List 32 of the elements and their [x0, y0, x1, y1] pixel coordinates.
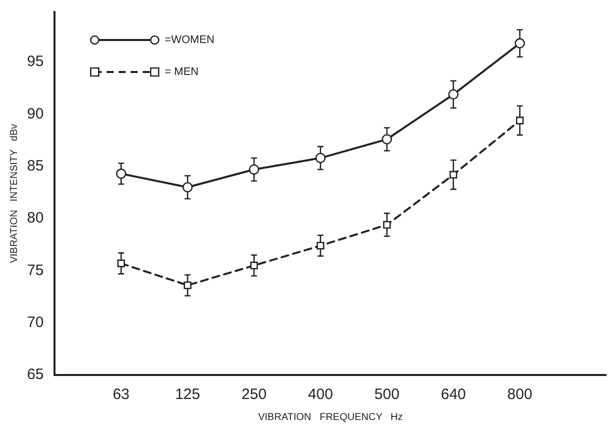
- y-tick-label: 95: [26, 53, 44, 70]
- point: [316, 242, 324, 250]
- point: [250, 262, 258, 270]
- y-tick-label: 65: [26, 366, 44, 384]
- x-tick-label: 500: [374, 386, 400, 404]
- point: [248, 164, 260, 175]
- y-tick-label: 70: [26, 314, 44, 331]
- legend-label: =WOMEN: [164, 34, 215, 46]
- x-axis-title: VIBRATION FREQUENCY Hz: [258, 412, 403, 423]
- x-tick-label: 250: [242, 386, 267, 404]
- point: [184, 281, 192, 290]
- point: [448, 89, 459, 100]
- x-tick-label: 640: [440, 386, 466, 404]
- point: [383, 220, 391, 229]
- y-tick-label: 85: [26, 158, 44, 175]
- x-tick-label: 800: [507, 386, 532, 404]
- point: [116, 168, 126, 179]
- y-axis-title: VIBRATION INTENSITY dBv: [8, 124, 20, 264]
- legend-label: = MEN: [164, 66, 199, 78]
- x-tick-label: 400: [308, 386, 333, 404]
- point: [450, 170, 458, 179]
- point: [117, 260, 125, 268]
- point: [514, 38, 525, 48]
- y-tick-label: 75: [26, 262, 44, 279]
- x-tick-label: 63: [112, 386, 130, 404]
- point: [315, 152, 326, 164]
- point: [516, 116, 524, 124]
- point: [382, 134, 392, 144]
- point: [182, 182, 193, 192]
- x-tick-label: 125: [175, 386, 200, 404]
- y-tick-label: 90: [26, 105, 44, 122]
- y-tick-label: 80: [26, 210, 44, 227]
